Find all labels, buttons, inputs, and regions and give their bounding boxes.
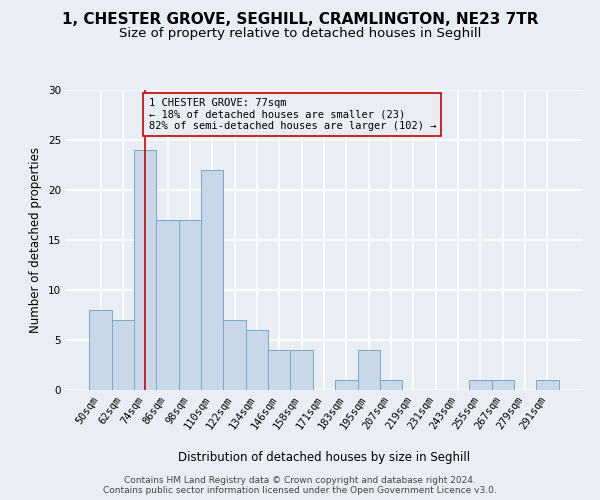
Bar — [134, 150, 157, 390]
Text: Size of property relative to detached houses in Seghill: Size of property relative to detached ho… — [119, 28, 481, 40]
Text: 1, CHESTER GROVE, SEGHILL, CRAMLINGTON, NE23 7TR: 1, CHESTER GROVE, SEGHILL, CRAMLINGTON, … — [62, 12, 538, 28]
Bar — [380, 380, 402, 390]
Bar — [290, 350, 313, 390]
Y-axis label: Number of detached properties: Number of detached properties — [29, 147, 43, 333]
Bar — [201, 170, 223, 390]
Bar — [335, 380, 358, 390]
Bar — [179, 220, 201, 390]
Bar — [157, 220, 179, 390]
Bar — [89, 310, 112, 390]
Bar — [491, 380, 514, 390]
Bar — [112, 320, 134, 390]
Bar — [268, 350, 290, 390]
Bar — [358, 350, 380, 390]
Text: Distribution of detached houses by size in Seghill: Distribution of detached houses by size … — [178, 451, 470, 464]
Bar — [536, 380, 559, 390]
Text: Contains HM Land Registry data © Crown copyright and database right 2024.
Contai: Contains HM Land Registry data © Crown c… — [103, 476, 497, 495]
Text: 1 CHESTER GROVE: 77sqm
← 18% of detached houses are smaller (23)
82% of semi-det: 1 CHESTER GROVE: 77sqm ← 18% of detached… — [149, 98, 436, 131]
Bar — [469, 380, 491, 390]
Bar — [246, 330, 268, 390]
Bar — [223, 320, 246, 390]
